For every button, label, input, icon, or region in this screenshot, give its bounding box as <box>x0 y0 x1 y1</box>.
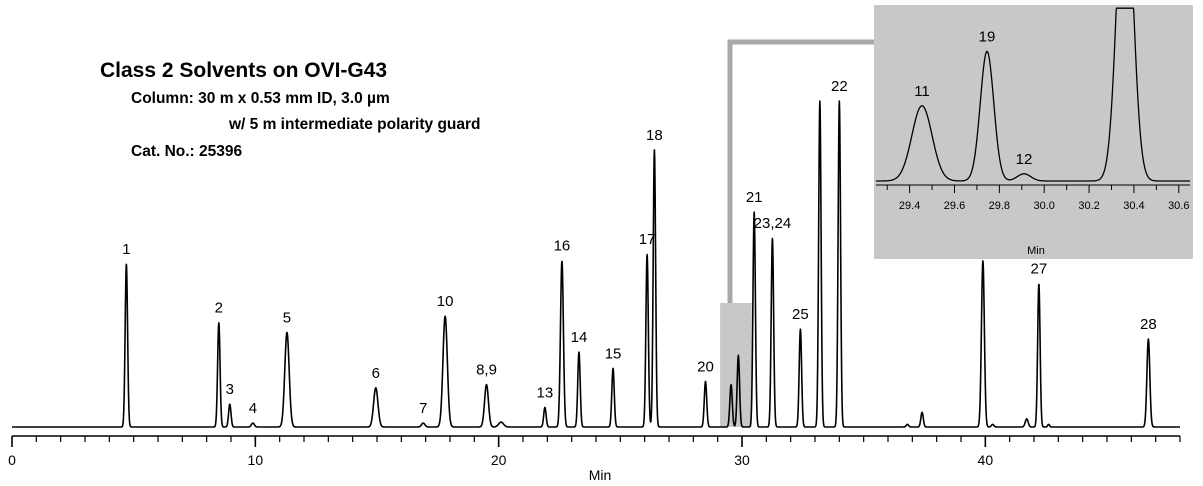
inset-peak-label-2: 12 <box>1016 151 1033 168</box>
inset-peak-labels: 11 19 12 <box>914 28 1032 167</box>
inset-x-axis-ticks: 29.4 29.6 29.8 30.0 30.2 30.4 30.6 <box>886 185 1189 212</box>
peak-label-21: 25 <box>792 306 809 323</box>
peak-label-3: 4 <box>249 400 257 417</box>
guard-info-line: w/ 5 m intermediate polarity guard <box>228 116 481 133</box>
x-tick-label: 30 <box>734 452 750 468</box>
x-tick-label: 40 <box>978 452 994 468</box>
peak-label-13: 15 <box>605 345 622 362</box>
peak-label-7: 10 <box>437 293 454 310</box>
peak-label-4: 5 <box>283 309 291 326</box>
peak-label-0: 1 <box>122 241 130 258</box>
x-tick-label: 20 <box>491 452 507 468</box>
peak-label-16: 20 <box>697 358 714 375</box>
inset-x-tick-label: 30.0 <box>1034 200 1055 212</box>
inset-x-tick-label: 29.8 <box>989 200 1010 212</box>
peak-label-11: 16 <box>554 238 571 255</box>
x-tick-label: 10 <box>248 452 264 468</box>
chromatogram-trace <box>11 100 1181 428</box>
chart-title: Class 2 Solvents on OVI-G43 <box>100 59 387 82</box>
peak-label-20: 23,24 <box>754 215 792 232</box>
peak-label-31: 28 <box>1140 316 1157 333</box>
x-axis-title: Min <box>589 467 612 483</box>
inset-peak-label-0: 11 <box>914 83 930 100</box>
peak-label-6: 7 <box>419 400 427 417</box>
inset-x-tick-label: 29.4 <box>899 200 920 212</box>
peak-label-1: 2 <box>215 300 223 317</box>
peak-label-19: 21 <box>746 189 763 206</box>
inset-x-tick-label: 30.6 <box>1168 200 1189 212</box>
x-axis-ticks: 0 10 20 30 40 <box>8 436 1181 468</box>
inset-callout-connector <box>727 39 874 303</box>
peak-label-29: 27 <box>1031 261 1048 278</box>
column-info-line: Column: 30 m x 0.53 mm ID, 3.0 µm <box>131 90 390 107</box>
cat-no-line: Cat. No.: 25396 <box>131 143 243 160</box>
peak-label-14: 17 <box>639 231 656 248</box>
peak-label-23: 22 <box>831 78 848 95</box>
peak-label-15: 18 <box>646 127 663 144</box>
peak-label-5: 6 <box>372 365 380 382</box>
peak-label-10: 13 <box>537 384 554 401</box>
inset-x-tick-label: 29.6 <box>944 200 965 212</box>
peak-label-8: 8,9 <box>476 362 497 379</box>
inset-x-tick-label: 30.4 <box>1123 200 1144 212</box>
peak-label-2: 3 <box>226 381 234 398</box>
inset-peak-label-1: 19 <box>979 28 996 45</box>
x-tick-label: 0 <box>8 452 16 468</box>
peak-label-12: 14 <box>571 329 588 346</box>
inset-background <box>874 5 1193 259</box>
inset-trace <box>875 7 1191 182</box>
inset-x-axis-title: Min <box>1027 245 1045 257</box>
inset-x-tick-label: 30.2 <box>1078 200 1099 212</box>
inset-chart: 11 19 12 29.4 29.6 29.8 30.0 30.2 30.4 30.6 Min <box>874 5 1193 259</box>
